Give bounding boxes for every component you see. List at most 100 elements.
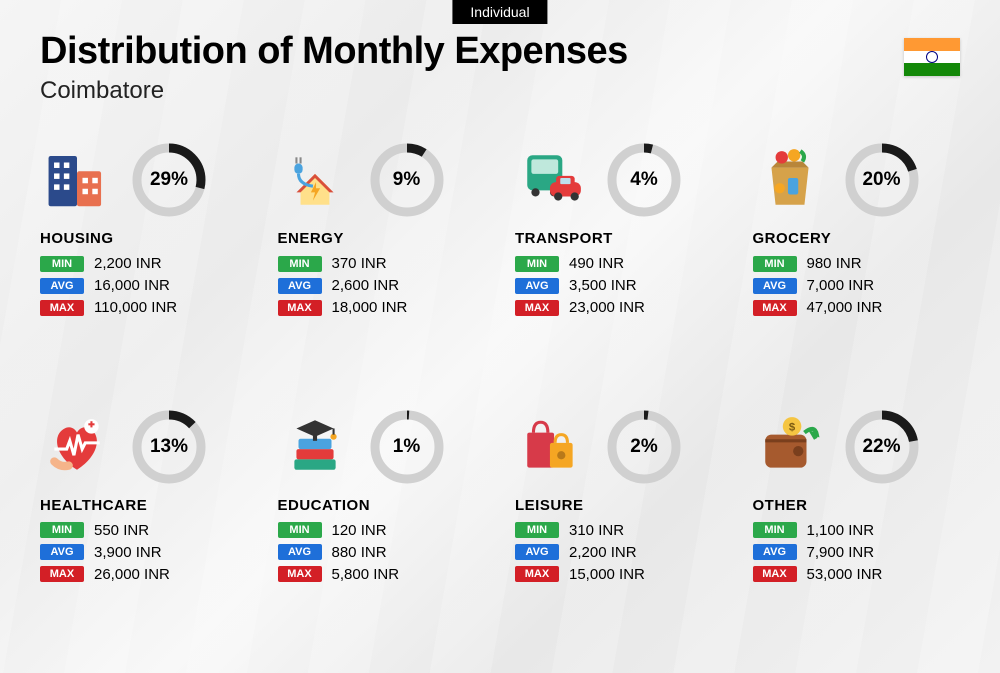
stat-min: MIN 1,100 INR [753, 522, 961, 539]
max-value: 47,000 INR [807, 299, 883, 316]
stat-min: MIN 550 INR [40, 522, 248, 539]
page-title: Distribution of Monthly Expenses [40, 30, 960, 73]
stats-list: MIN 490 INR AVG 3,500 INR MAX 23,000 INR [515, 255, 723, 316]
max-badge: MAX [40, 300, 84, 316]
min-value: 550 INR [94, 522, 149, 539]
avg-value: 880 INR [332, 544, 387, 561]
max-value: 5,800 INR [332, 566, 400, 583]
percent-ring: 22% [845, 410, 919, 484]
percent-label: 2% [607, 410, 681, 484]
max-value: 110,000 INR [94, 299, 177, 316]
plan-tag: Individual [452, 0, 547, 24]
page-subtitle: Coimbatore [40, 77, 960, 105]
stat-min: MIN 490 INR [515, 255, 723, 272]
education-icon [278, 410, 352, 484]
percent-label: 9% [370, 143, 444, 217]
max-value: 15,000 INR [569, 566, 645, 583]
percent-ring: 2% [607, 410, 681, 484]
stat-min: MIN 310 INR [515, 522, 723, 539]
avg-value: 2,200 INR [569, 544, 637, 561]
stat-min: MIN 370 INR [278, 255, 486, 272]
avg-badge: AVG [753, 278, 797, 294]
stats-list: MIN 980 INR AVG 7,000 INR MAX 47,000 INR [753, 255, 961, 316]
category-name: EDUCATION [278, 497, 486, 514]
stat-max: MAX 110,000 INR [40, 299, 248, 316]
max-value: 18,000 INR [332, 299, 408, 316]
min-badge: MIN [753, 256, 797, 272]
category-name: TRANSPORT [515, 230, 723, 247]
stats-list: MIN 550 INR AVG 3,900 INR MAX 26,000 INR [40, 522, 248, 583]
min-badge: MIN [515, 522, 559, 538]
max-badge: MAX [40, 566, 84, 582]
percent-label: 29% [132, 143, 206, 217]
category-card-grocery: 20% GROCERY MIN 980 INR AVG 7,000 INR MA… [753, 140, 961, 377]
category-name: ENERGY [278, 230, 486, 247]
percent-label: 1% [370, 410, 444, 484]
stat-avg: AVG 2,600 INR [278, 277, 486, 294]
avg-value: 2,600 INR [332, 277, 400, 294]
avg-value: 3,500 INR [569, 277, 637, 294]
min-badge: MIN [278, 522, 322, 538]
stats-list: MIN 2,200 INR AVG 16,000 INR MAX 110,000… [40, 255, 248, 316]
leisure-icon [515, 410, 589, 484]
stats-list: MIN 370 INR AVG 2,600 INR MAX 18,000 INR [278, 255, 486, 316]
max-value: 23,000 INR [569, 299, 645, 316]
category-card-housing: 29% HOUSING MIN 2,200 INR AVG 16,000 INR… [40, 140, 248, 377]
stat-avg: AVG 7,000 INR [753, 277, 961, 294]
percent-ring: 20% [845, 143, 919, 217]
min-badge: MIN [40, 256, 84, 272]
min-value: 370 INR [332, 255, 387, 272]
percent-ring: 1% [370, 410, 444, 484]
min-value: 1,100 INR [807, 522, 875, 539]
min-value: 310 INR [569, 522, 624, 539]
avg-value: 7,000 INR [807, 277, 875, 294]
stat-avg: AVG 3,900 INR [40, 544, 248, 561]
stat-avg: AVG 16,000 INR [40, 277, 248, 294]
percent-ring: 13% [132, 410, 206, 484]
stat-min: MIN 120 INR [278, 522, 486, 539]
category-name: HOUSING [40, 230, 248, 247]
max-value: 53,000 INR [807, 566, 883, 583]
header: Distribution of Monthly Expenses Coimbat… [40, 30, 960, 105]
stat-max: MAX 53,000 INR [753, 566, 961, 583]
flag-chakra-icon [926, 51, 938, 63]
transport-icon [515, 143, 589, 217]
min-badge: MIN [278, 256, 322, 272]
flag-stripe-top [904, 38, 960, 51]
category-name: HEALTHCARE [40, 497, 248, 514]
avg-badge: AVG [515, 544, 559, 560]
max-badge: MAX [515, 300, 559, 316]
svg-text:$: $ [788, 421, 795, 433]
stats-list: MIN 310 INR AVG 2,200 INR MAX 15,000 INR [515, 522, 723, 583]
stat-avg: AVG 7,900 INR [753, 544, 961, 561]
category-card-leisure: 2% LEISURE MIN 310 INR AVG 2,200 INR MAX… [515, 407, 723, 644]
min-value: 980 INR [807, 255, 862, 272]
max-badge: MAX [278, 300, 322, 316]
min-value: 2,200 INR [94, 255, 162, 272]
categories-grid: 29% HOUSING MIN 2,200 INR AVG 16,000 INR… [40, 140, 960, 643]
avg-badge: AVG [515, 278, 559, 294]
other-icon: $ [753, 410, 827, 484]
category-name: OTHER [753, 497, 961, 514]
percent-label: 4% [607, 143, 681, 217]
max-badge: MAX [753, 566, 797, 582]
avg-badge: AVG [278, 278, 322, 294]
percent-label: 20% [845, 143, 919, 217]
stat-min: MIN 2,200 INR [40, 255, 248, 272]
percent-ring: 29% [132, 143, 206, 217]
min-value: 490 INR [569, 255, 624, 272]
max-value: 26,000 INR [94, 566, 170, 583]
category-name: GROCERY [753, 230, 961, 247]
percent-ring: 4% [607, 143, 681, 217]
stat-max: MAX 15,000 INR [515, 566, 723, 583]
avg-value: 3,900 INR [94, 544, 162, 561]
housing-icon [40, 143, 114, 217]
max-badge: MAX [753, 300, 797, 316]
percent-label: 22% [845, 410, 919, 484]
india-flag-icon [904, 38, 960, 76]
category-card-education: 1% EDUCATION MIN 120 INR AVG 880 INR MAX… [278, 407, 486, 644]
stat-max: MAX 26,000 INR [40, 566, 248, 583]
avg-badge: AVG [40, 544, 84, 560]
min-badge: MIN [40, 522, 84, 538]
energy-icon [278, 143, 352, 217]
